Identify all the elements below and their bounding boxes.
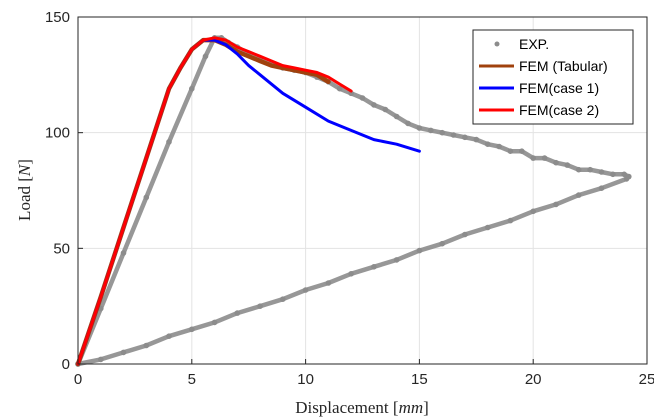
series-exp-point (462, 134, 468, 141)
series-exp-point (519, 148, 525, 154)
legend-box (472, 29, 634, 125)
y-tick-label: 50 (53, 240, 70, 257)
series-exp-point (166, 139, 172, 145)
series-exp-point (621, 171, 627, 178)
series-exp-point (393, 257, 400, 263)
legend: EXP. FEM (Tabular) FEM(case 1) FEM(case … (472, 29, 634, 125)
series-exp-point (234, 310, 241, 316)
series-exp-point (416, 247, 423, 254)
series-exp-point (382, 106, 389, 113)
series-exp-point (439, 129, 446, 136)
series-layer (75, 35, 632, 367)
series-exp-point (575, 192, 582, 198)
series-exp-point (416, 125, 423, 131)
series-exp-point (348, 271, 354, 277)
y-tick-label: 0 (62, 356, 70, 373)
series-exp-point (393, 113, 400, 120)
series-exp-point (507, 217, 514, 224)
series-exp-point (120, 349, 127, 356)
series-exp-point (553, 201, 559, 208)
legend-label-fem-tabular: FEM (Tabular) (519, 58, 608, 74)
series-exp-point (484, 141, 491, 147)
y-tick-label: 150 (45, 9, 70, 26)
series-exp-point (202, 53, 209, 60)
x-tick-label: 5 (188, 371, 196, 388)
series-exp-point (359, 95, 366, 101)
series-exp-point (564, 162, 571, 168)
legend-label-fem-case2: FEM(case 2) (519, 102, 599, 118)
series-exp-point (598, 185, 605, 191)
series-exp-point (439, 240, 446, 247)
series-exp-point (610, 171, 616, 178)
series-exp-point (530, 208, 536, 215)
series-exp-point (189, 85, 195, 92)
series-exp-point (211, 319, 218, 326)
series-exp-point (257, 303, 263, 310)
ticks: 0 5 10 15 20 25 0 50 100 150 (45, 9, 654, 388)
series-exp-point (302, 287, 309, 293)
y-tick-label: 100 (45, 125, 70, 142)
x-tick-label: 0 (74, 371, 82, 388)
legend-label-fem-case1: FEM(case 1) (519, 80, 599, 96)
series-exp-point (623, 176, 630, 182)
x-tick-label: 15 (411, 371, 428, 388)
x-tick-label: 10 (297, 371, 314, 388)
series-exp-point (553, 159, 559, 166)
series-exp-point (189, 326, 195, 333)
x-axis-label: Displacement [mm] (295, 398, 429, 417)
legend-label-exp: EXP. (519, 36, 549, 52)
series-exp-point (143, 342, 150, 349)
series-exp-point (484, 224, 491, 231)
series-exp-point (587, 166, 593, 173)
series-exp-point (166, 333, 172, 340)
series-exp-point (530, 155, 536, 161)
y-axis-label: Load [N] (15, 159, 34, 221)
series-exp-point (325, 280, 332, 286)
x-tick-label: 20 (525, 371, 542, 388)
series-exp-point (143, 194, 150, 201)
x-tick-label: 25 (639, 371, 654, 388)
plot-frame (77, 16, 648, 365)
legend-marker-exp (494, 41, 500, 47)
series-exp-point (371, 102, 377, 108)
series-exp-point (462, 231, 468, 238)
series-exp-point (507, 148, 514, 154)
series-exp-point (405, 120, 411, 127)
series-exp-point (598, 169, 605, 175)
series-exp-point (336, 85, 343, 92)
series-exp-point (371, 264, 377, 270)
series-exp-point (450, 132, 457, 138)
series-exp-point (280, 296, 286, 303)
series-fem-case-2-line (76, 36, 353, 366)
series-exp-point (98, 356, 104, 363)
series-exp-point (120, 250, 127, 256)
series-exp-point (541, 155, 548, 161)
series-exp-point (575, 166, 582, 173)
series-exp-point (428, 127, 434, 134)
series-exp-point (496, 143, 502, 150)
series-exp-point (473, 136, 480, 143)
